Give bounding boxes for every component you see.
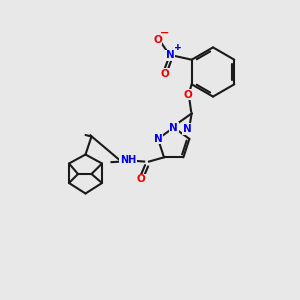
- Text: N: N: [183, 124, 192, 134]
- Text: O: O: [184, 90, 193, 100]
- Text: NH: NH: [120, 155, 136, 165]
- Text: +: +: [174, 43, 182, 52]
- Text: N: N: [166, 50, 175, 60]
- Text: N: N: [166, 50, 175, 60]
- Text: +: +: [174, 43, 182, 52]
- Text: N: N: [169, 122, 178, 133]
- Text: O: O: [137, 174, 146, 184]
- Text: −: −: [160, 28, 170, 38]
- Text: O: O: [153, 34, 162, 45]
- Text: N: N: [169, 122, 178, 133]
- Text: N: N: [154, 134, 162, 144]
- Text: O: O: [184, 90, 193, 100]
- Text: O: O: [153, 34, 162, 45]
- Text: O: O: [137, 174, 146, 184]
- Text: NH: NH: [120, 155, 136, 165]
- Text: −: −: [160, 28, 170, 38]
- Text: O: O: [160, 69, 169, 79]
- Text: N: N: [154, 134, 162, 144]
- Text: O: O: [160, 69, 169, 79]
